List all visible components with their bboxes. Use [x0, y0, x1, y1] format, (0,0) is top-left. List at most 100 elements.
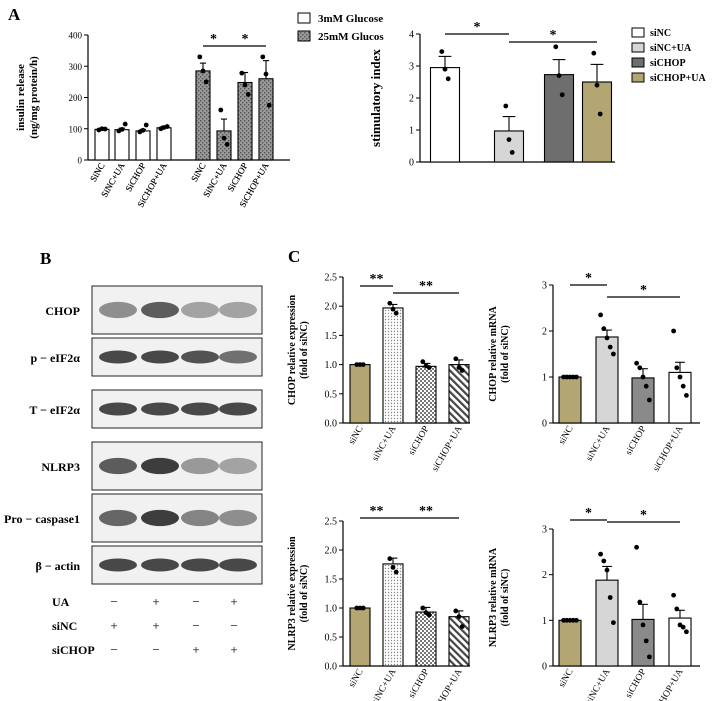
y-tick-label: 0	[542, 662, 547, 673]
condition-value: −	[192, 618, 199, 633]
data-point	[360, 605, 366, 611]
data-point	[143, 122, 149, 128]
condition-value: −	[110, 642, 117, 657]
data-point	[221, 135, 227, 141]
y-axis-label-units: (fold of siNC)	[299, 321, 310, 379]
data-point	[439, 49, 445, 54]
y-axis-label: stimulatory index	[368, 49, 383, 147]
y-tick-label: 0	[409, 158, 414, 169]
data-point	[242, 82, 248, 88]
significance-label: *	[550, 28, 557, 43]
data-point	[680, 624, 686, 630]
legend-swatch	[631, 57, 645, 68]
significance-label: **	[419, 504, 433, 519]
y-tick-label: 2.0	[325, 546, 338, 557]
blot-row-label: T − eIF2α	[29, 403, 80, 417]
data-point	[607, 344, 613, 350]
y-tick-label: 2.0	[325, 302, 338, 313]
data-point	[607, 595, 613, 600]
data-point	[387, 300, 393, 306]
blot-band	[219, 457, 257, 475]
data-point	[102, 126, 108, 132]
condition-value: −	[192, 594, 199, 609]
x-tick-label: siNC	[557, 668, 575, 690]
legend-swatch	[631, 42, 645, 53]
legend-swatch	[297, 30, 311, 42]
blot-band	[181, 301, 219, 319]
data-point	[677, 374, 683, 380]
y-axis-label-units: (fold of siNC)	[500, 569, 511, 627]
blot-band	[141, 350, 179, 364]
condition-value: +	[152, 594, 159, 609]
condition-value: +	[230, 594, 237, 609]
blot-band	[99, 350, 137, 364]
data-point	[637, 365, 643, 371]
data-point	[263, 71, 269, 77]
data-point	[387, 556, 393, 562]
condition-value: +	[192, 642, 199, 657]
blot-band	[99, 558, 137, 572]
significance-label: **	[370, 504, 384, 519]
data-point	[122, 121, 128, 127]
data-point	[420, 359, 426, 365]
data-point	[426, 365, 432, 370]
data-point	[637, 599, 643, 605]
data-point	[239, 70, 245, 76]
data-point	[506, 137, 512, 143]
blot-row-label: β − actin	[36, 559, 81, 573]
condition-value: +	[152, 618, 159, 633]
x-tick-label: siCHOP+UA	[652, 424, 686, 473]
x-tick-label: siNC+UA	[371, 424, 399, 463]
y-tick-label: 2.5	[325, 273, 338, 284]
legend-label: siNC	[650, 28, 671, 39]
legend-swatch	[631, 27, 645, 38]
data-point	[200, 68, 206, 74]
y-tick-label: 1.5	[325, 331, 338, 342]
data-point	[266, 102, 272, 108]
data-point	[164, 124, 170, 129]
y-tick-label: 1	[542, 616, 547, 627]
data-point	[671, 328, 676, 334]
blot-band	[181, 402, 219, 416]
blot-band	[181, 558, 219, 572]
condition-value: −	[152, 642, 159, 657]
y-tick-label: 3	[542, 525, 547, 536]
y-tick-label: 0	[78, 156, 83, 166]
x-tick-label: siNC	[347, 668, 365, 690]
condition-value: +	[110, 618, 117, 633]
chart-stimulatory-index: 0 1 2 3 4 stimulatory index * * siNC siNC+UA siCHO…	[368, 20, 706, 169]
blot-band	[219, 509, 257, 527]
bar	[493, 130, 525, 163]
data-point	[594, 82, 600, 88]
bar	[382, 563, 404, 667]
data-point	[553, 44, 559, 50]
x-tick-label: siCHOP+UA	[431, 667, 465, 701]
legend-label: 3mM Glucose	[318, 13, 383, 25]
significance-label: **	[370, 272, 384, 287]
condition-value: +	[230, 642, 237, 657]
data-point	[140, 127, 146, 133]
data-point	[674, 606, 680, 612]
blot-row-label: CHOP	[45, 304, 80, 318]
data-point	[680, 383, 686, 389]
data-point	[604, 335, 610, 341]
x-tick-label: siNC+UA	[585, 424, 613, 463]
blot-row-label: p − eIF2α	[30, 351, 80, 365]
data-point	[456, 614, 462, 620]
blot-band	[99, 402, 137, 416]
chart-insulin-release: 0 100 200 300 400 insulin release (ng/mg prote…	[15, 12, 384, 209]
y-axis-label-units: (ng/mg protein/h)	[28, 56, 40, 139]
data-point	[456, 365, 462, 370]
data-point	[393, 569, 399, 575]
y-tick-label: 400	[69, 31, 83, 41]
y-axis-label: CHOP relative expression	[287, 294, 298, 405]
bar	[114, 129, 130, 161]
data-point	[634, 544, 639, 550]
data-point	[459, 368, 465, 373]
data-point	[643, 638, 649, 644]
data-point	[426, 612, 432, 618]
x-tick-label: siNC+UA	[585, 667, 613, 701]
x-tick-label: SiNC	[189, 161, 208, 183]
legend-swatch	[297, 12, 311, 24]
y-tick-label: 1.0	[325, 604, 338, 615]
